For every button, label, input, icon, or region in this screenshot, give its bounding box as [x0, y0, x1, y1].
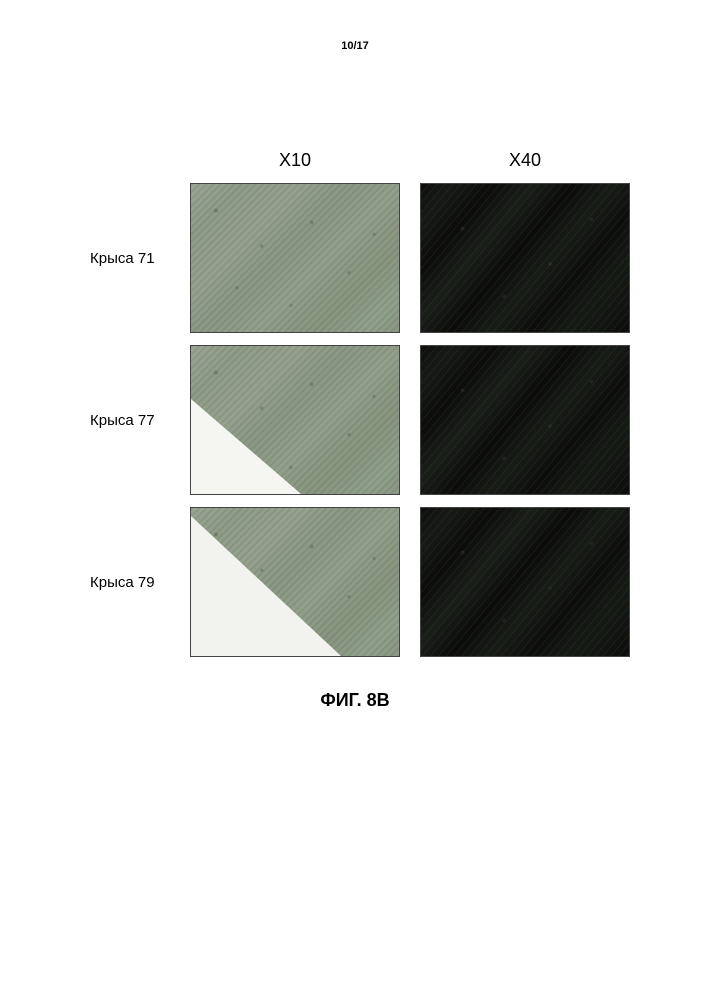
- micrograph-rat79-x10: [190, 507, 400, 657]
- micrograph-rat71-x10: [190, 183, 400, 333]
- row-label-rat-77: Крыса 77: [90, 412, 190, 429]
- column-headers: X10 X40: [190, 150, 650, 171]
- col-header-x10: X10: [190, 150, 400, 171]
- micrograph-rat79-x40: [420, 507, 630, 657]
- figure-grid: X10 X40 Крыса 71 Крыса 77 Крыса 79: [90, 150, 650, 669]
- page-number: 10/17: [0, 40, 710, 52]
- page: 10/17 X10 X40 Крыса 71 Крыса 77 Крыса 79…: [0, 0, 710, 1000]
- figure-row: Крыса 79: [90, 507, 650, 657]
- row-label-rat-71: Крыса 71: [90, 250, 190, 267]
- figure-caption: ФИГ. 8В: [0, 690, 710, 711]
- micrograph-rat71-x40: [420, 183, 630, 333]
- col-header-x40: X40: [420, 150, 630, 171]
- row-label-rat-79: Крыса 79: [90, 574, 190, 591]
- figure-row: Крыса 77: [90, 345, 650, 495]
- micrograph-rat77-x40: [420, 345, 630, 495]
- figure-row: Крыса 71: [90, 183, 650, 333]
- micrograph-rat77-x10: [190, 345, 400, 495]
